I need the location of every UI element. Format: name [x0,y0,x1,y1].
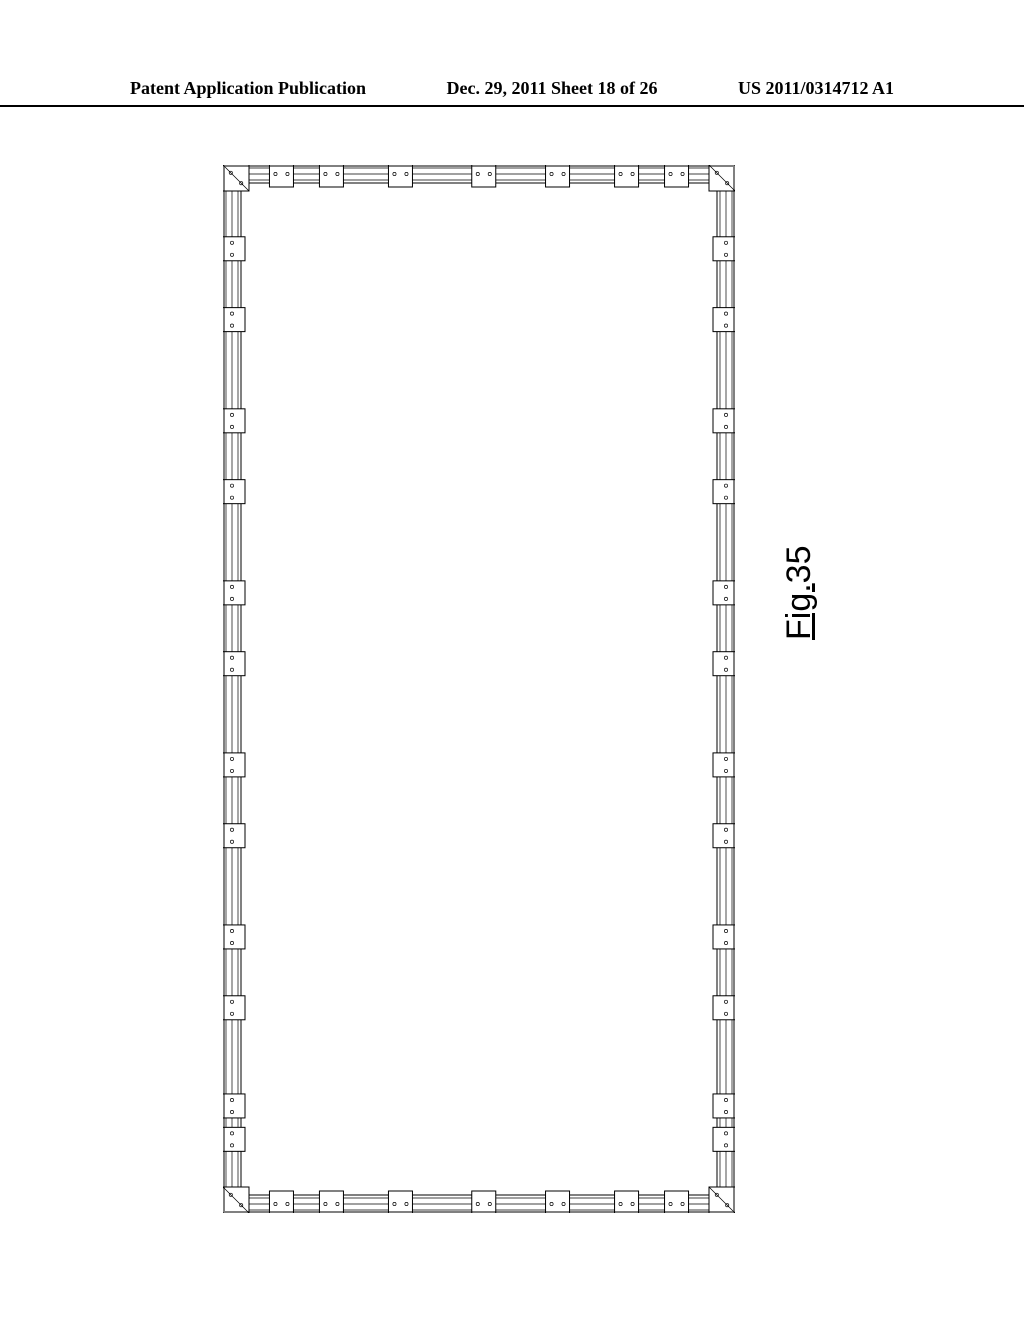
figure-frame-drawing [223,165,735,1213]
header-center: Dec. 29, 2011 Sheet 18 of 26 [447,78,658,99]
header-bar: Patent Application Publication Dec. 29, … [0,78,1024,107]
figure-label-number: 35 [780,545,818,583]
header-left: Patent Application Publication [130,78,366,99]
figure-label: Fig.35 [780,545,819,640]
page: Patent Application Publication Dec. 29, … [0,0,1024,1320]
figure-label-prefix: Fig. [780,583,818,640]
header-right: US 2011/0314712 A1 [738,78,894,99]
